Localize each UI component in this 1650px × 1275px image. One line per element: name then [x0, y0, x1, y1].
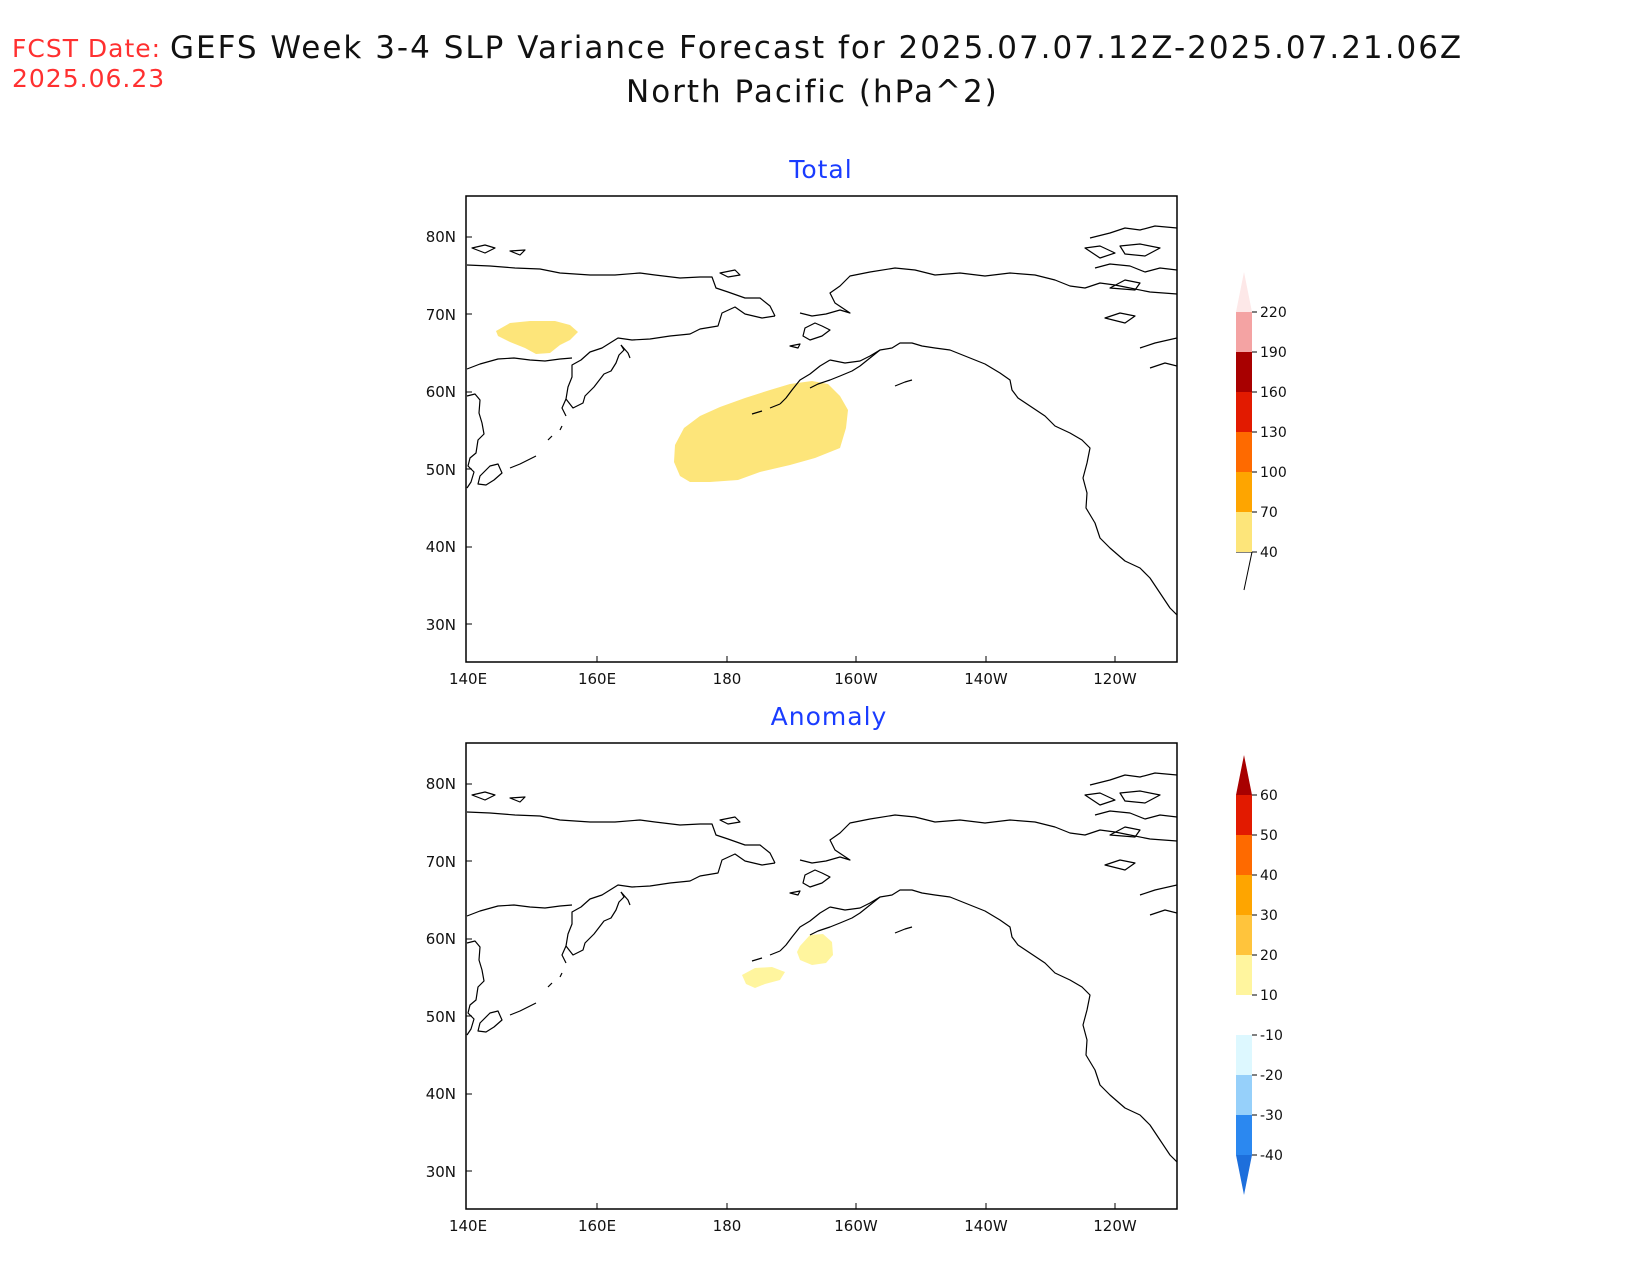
colorbar-label: 100: [1260, 465, 1287, 481]
forecast-date-label: FCST Date:: [12, 34, 162, 63]
colorbar-swatch: [1236, 392, 1252, 432]
forecast-date-value: 2025.06.23: [12, 64, 166, 93]
colorbar-label: 70: [1260, 505, 1278, 521]
map-panel-anomaly: 80N 70N 60N 50N 40N 30N 140E 160E 180 16…: [426, 742, 1178, 1235]
colorbar-under-triangle: [1236, 551, 1253, 591]
map-panel-total: 80N 70N 60N 50N 40N 30N 140E 160E 180 16…: [426, 195, 1178, 688]
lon-tick-label: 120W: [1093, 670, 1137, 688]
colorbar-swatch: [1236, 1075, 1252, 1115]
colorbar-swatch: [1236, 835, 1252, 875]
lat-tick-label: 60N: [426, 383, 456, 401]
lon-tick-label: 160W: [834, 670, 878, 688]
anomaly-area-2: [797, 934, 833, 965]
colorbar-label: 30: [1260, 908, 1278, 924]
colorbar-swatch: [1236, 1035, 1252, 1075]
colorbar-swatch: [1236, 432, 1252, 472]
title-line-2: North Pacific (hPa^2): [626, 74, 999, 110]
lat-tick-label: 40N: [426, 538, 456, 556]
colorbar-label: 20: [1260, 948, 1278, 964]
lon-axis-total: 140E 160E 180 160W 140W 120W: [449, 656, 1137, 688]
forecast-date-block: FCST Date: 2025.06.23: [12, 34, 165, 94]
colorbar-label: 40: [1260, 545, 1278, 561]
colorbar-label: 60: [1260, 788, 1278, 804]
lat-axis-total: 80N 70N 60N 50N 40N 30N: [426, 228, 472, 634]
lat-tick-label: 50N: [426, 461, 456, 479]
colorbar-label: 50: [1260, 828, 1278, 844]
anomaly-area-1: [742, 967, 785, 988]
colorbar-swatch: [1236, 995, 1252, 1035]
lat-tick-label: 70N: [426, 853, 456, 871]
lon-tick-label: 140E: [449, 1217, 487, 1235]
lat-tick-label: 40N: [426, 1085, 456, 1103]
lon-tick-label: 140W: [964, 670, 1008, 688]
colorbar-total: 40 70 100 130 160 190 220: [1236, 272, 1287, 591]
colorbar-over-triangle: [1236, 755, 1252, 795]
colorbar-swatch: [1236, 875, 1252, 915]
lat-tick-label: 50N: [426, 1008, 456, 1026]
colorbar-label: 10: [1260, 988, 1278, 1004]
colorbar-swatch: [1236, 352, 1252, 392]
colorbar-swatch: [1236, 312, 1252, 352]
colorbar-label: 130: [1260, 425, 1287, 441]
lon-tick-label: 160E: [578, 670, 616, 688]
panel-title-total: Total: [788, 155, 852, 184]
colorbar-label: 160: [1260, 385, 1287, 401]
colorbar-label: -30: [1260, 1108, 1283, 1124]
lat-tick-label: 30N: [426, 616, 456, 634]
lat-tick-label: 30N: [426, 1163, 456, 1181]
lat-tick-label: 80N: [426, 228, 456, 246]
colorbar-anomaly: -40 -30 -20 -10 10 20 30 40 50 60: [1236, 755, 1283, 1195]
colorbar-over-triangle: [1236, 272, 1252, 312]
colorbar-swatch: [1236, 472, 1252, 512]
lon-tick-label: 180: [713, 1217, 742, 1235]
lat-axis-anomaly: 80N 70N 60N 50N 40N 30N: [426, 775, 472, 1181]
lat-tick-label: 80N: [426, 775, 456, 793]
colorbar-label: -20: [1260, 1068, 1283, 1084]
colorbar-label: -40: [1260, 1148, 1283, 1164]
panel-title-anomaly: Anomaly: [771, 702, 888, 731]
lat-tick-label: 70N: [426, 306, 456, 324]
lat-tick-label: 60N: [426, 930, 456, 948]
colorbar-swatch: [1236, 1115, 1252, 1155]
lon-tick-label: 120W: [1093, 1217, 1137, 1235]
lon-tick-label: 140W: [964, 1217, 1008, 1235]
lon-tick-label: 160E: [578, 1217, 616, 1235]
colorbar-label: 40: [1260, 868, 1278, 884]
lon-tick-label: 180: [713, 670, 742, 688]
colorbar-label: 220: [1260, 305, 1287, 321]
colorbar-swatch: [1236, 795, 1252, 835]
lon-tick-label: 140E: [449, 670, 487, 688]
variance-area-east-siberia: [496, 321, 578, 354]
lon-tick-label: 160W: [834, 1217, 878, 1235]
colorbar-label: 190: [1260, 345, 1287, 361]
colorbar-swatch: [1236, 915, 1252, 955]
colorbar-under-triangle: [1236, 1155, 1252, 1195]
colorbar-swatch: [1236, 512, 1252, 552]
variance-area-bering-aleutian: [674, 381, 848, 482]
title-line-1: GEFS Week 3-4 SLP Variance Forecast for …: [170, 30, 1464, 66]
lon-axis-anomaly: 140E 160E 180 160W 140W 120W: [449, 1203, 1137, 1235]
colorbar-label: -10: [1260, 1028, 1283, 1044]
colorbar-swatch: [1236, 955, 1252, 995]
